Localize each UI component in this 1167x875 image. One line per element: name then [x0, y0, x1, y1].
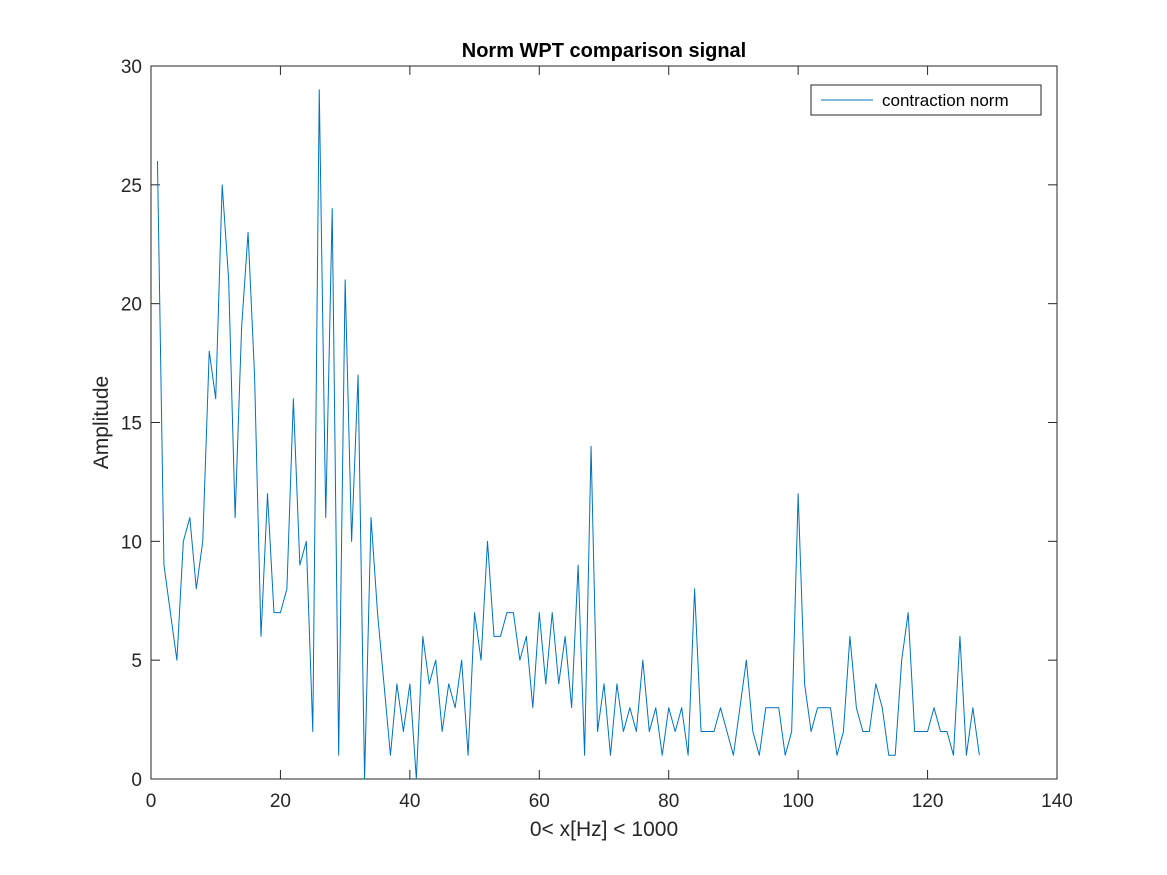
- series-line-0: [156, 89, 980, 780]
- x-tick-label: 80: [658, 791, 679, 812]
- series-layer: [156, 89, 980, 780]
- x-tick-label: 0: [146, 791, 157, 812]
- x-tick-label: 20: [270, 791, 291, 812]
- y-tick-label: 5: [131, 651, 142, 672]
- y-tick-label: 0: [131, 770, 142, 791]
- y-axis-label: Amplitude: [90, 376, 113, 469]
- y-tick-label: 10: [121, 532, 142, 553]
- x-tick-label: 100: [782, 791, 814, 812]
- y-axis: 0 5 10 15 20 25 30: [121, 57, 1057, 791]
- x-tick-label: 60: [529, 791, 550, 812]
- legend: contraction norm: [810, 84, 1042, 116]
- legend-label: contraction norm: [882, 91, 1009, 110]
- plot-area: [150, 65, 1058, 780]
- y-tick-label: 15: [121, 414, 142, 435]
- axes-box: [150, 65, 1058, 780]
- y-tick-label: 25: [121, 176, 142, 197]
- x-axis: 0 20 40 60 80 100 120 140: [146, 66, 1073, 812]
- x-tick-label: 140: [1041, 791, 1073, 812]
- x-axis-label: 0< x[Hz] < 1000: [530, 818, 678, 841]
- chart-title: Norm WPT comparison signal: [462, 40, 746, 62]
- y-tick-label: 20: [121, 295, 142, 316]
- y-tick-label: 30: [121, 57, 142, 78]
- x-tick-label: 120: [912, 791, 944, 812]
- x-tick-label: 40: [399, 791, 420, 812]
